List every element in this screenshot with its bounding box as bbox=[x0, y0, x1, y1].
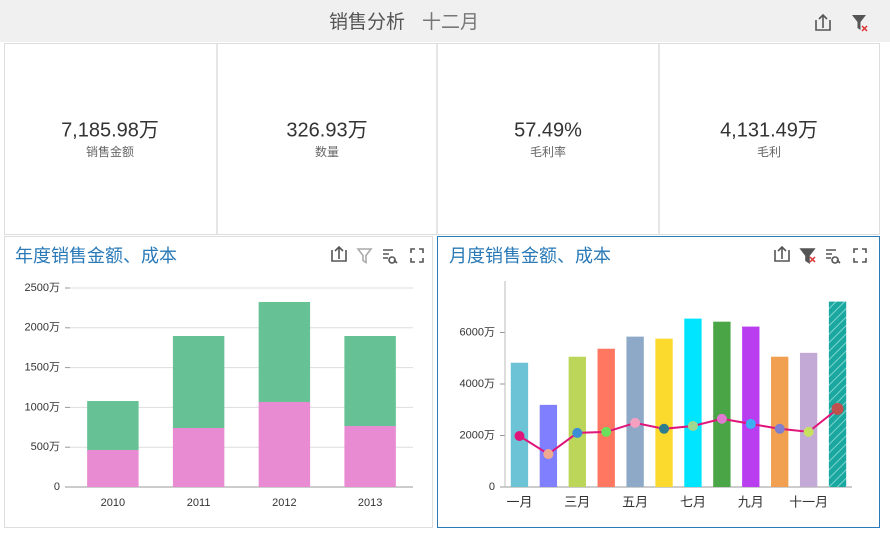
y-tick-label: 2500万 bbox=[25, 282, 60, 294]
line-marker bbox=[659, 423, 670, 434]
x-tick-label: 2010 bbox=[101, 497, 125, 509]
bar-segment bbox=[344, 426, 396, 487]
kpi-label: 毛利率 bbox=[530, 144, 566, 159]
kpi-value: 57.49% bbox=[514, 119, 582, 141]
kpi-dividers bbox=[216, 44, 660, 234]
y-tick-label: 0 bbox=[489, 481, 495, 493]
x-tick-label: 三月 bbox=[564, 494, 590, 509]
bar bbox=[568, 356, 586, 487]
y-tick-label: 2000万 bbox=[25, 322, 60, 334]
x-tick-label: 七月 bbox=[680, 494, 706, 509]
bar-segment bbox=[258, 302, 311, 402]
y-tick-label: 0 bbox=[54, 481, 60, 493]
x-tick-label: 九月 bbox=[738, 494, 764, 509]
bar bbox=[510, 362, 529, 487]
chart-title: 月度销售金额、成本 bbox=[449, 246, 611, 266]
bar bbox=[655, 338, 673, 487]
line-marker bbox=[803, 426, 814, 437]
x-tick-label: 五月 bbox=[622, 494, 648, 509]
clear-mark bbox=[809, 256, 816, 263]
kpi-label: 毛利 bbox=[757, 145, 781, 159]
bar bbox=[799, 352, 818, 487]
header-subtitle: 十二月 bbox=[422, 11, 479, 33]
bar-segment bbox=[344, 335, 396, 427]
x-tick-label: 一月 bbox=[506, 494, 532, 509]
panel-left bbox=[4, 236, 433, 528]
chart-title: 年度销售金额、成本 bbox=[15, 246, 177, 266]
line-marker bbox=[514, 431, 525, 442]
bar bbox=[771, 356, 789, 487]
line-marker bbox=[543, 449, 554, 460]
kpi-label: 数量 bbox=[315, 144, 339, 159]
bar-segment bbox=[258, 401, 311, 487]
x-tick-label: 十一月 bbox=[789, 494, 828, 509]
bar bbox=[597, 348, 615, 487]
bar bbox=[539, 404, 558, 487]
header-title: 销售分析 bbox=[329, 11, 405, 33]
y-tick-label: 1500万 bbox=[25, 362, 60, 374]
kpi-value: 4,131.49万 bbox=[720, 119, 818, 141]
line-marker bbox=[831, 402, 844, 415]
line-marker bbox=[774, 423, 785, 434]
line-marker bbox=[572, 427, 583, 438]
y-tick-label: 2000万 bbox=[460, 429, 495, 441]
bar-segment bbox=[172, 428, 225, 487]
panel-right[interactable] bbox=[437, 236, 880, 528]
line-marker bbox=[745, 418, 756, 429]
bar bbox=[713, 321, 731, 487]
kpi-value: 7,185.98万 bbox=[61, 119, 159, 141]
header-bar bbox=[0, 0, 890, 42]
line-marker bbox=[716, 413, 727, 424]
kpi-value: 326.93万 bbox=[286, 119, 367, 141]
export-icon[interactable] bbox=[815, 13, 831, 31]
bar bbox=[626, 336, 644, 487]
line-marker bbox=[601, 426, 612, 437]
y-tick-label: 6000万 bbox=[460, 326, 495, 338]
line-marker bbox=[630, 417, 641, 428]
bar bbox=[742, 326, 760, 487]
bar-segment bbox=[172, 335, 225, 429]
kpi-frame bbox=[4, 43, 880, 235]
x-tick-label: 2011 bbox=[187, 497, 211, 509]
x-tick-label: 2013 bbox=[358, 497, 382, 509]
bar-segment bbox=[87, 449, 139, 487]
panel-icons[interactable] bbox=[331, 245, 867, 264]
bar bbox=[684, 318, 702, 487]
y-tick-label: 4000万 bbox=[460, 378, 495, 390]
clear-filter-icon[interactable] bbox=[852, 15, 868, 32]
x-tick-label: 2012 bbox=[272, 497, 296, 509]
y-tick-label: 500万 bbox=[31, 441, 60, 453]
y-tick-label: 1000万 bbox=[25, 401, 60, 413]
kpi-label: 销售金额 bbox=[86, 144, 134, 159]
line-marker bbox=[687, 420, 698, 431]
bar bbox=[828, 301, 847, 487]
bar-segment bbox=[87, 401, 139, 450]
